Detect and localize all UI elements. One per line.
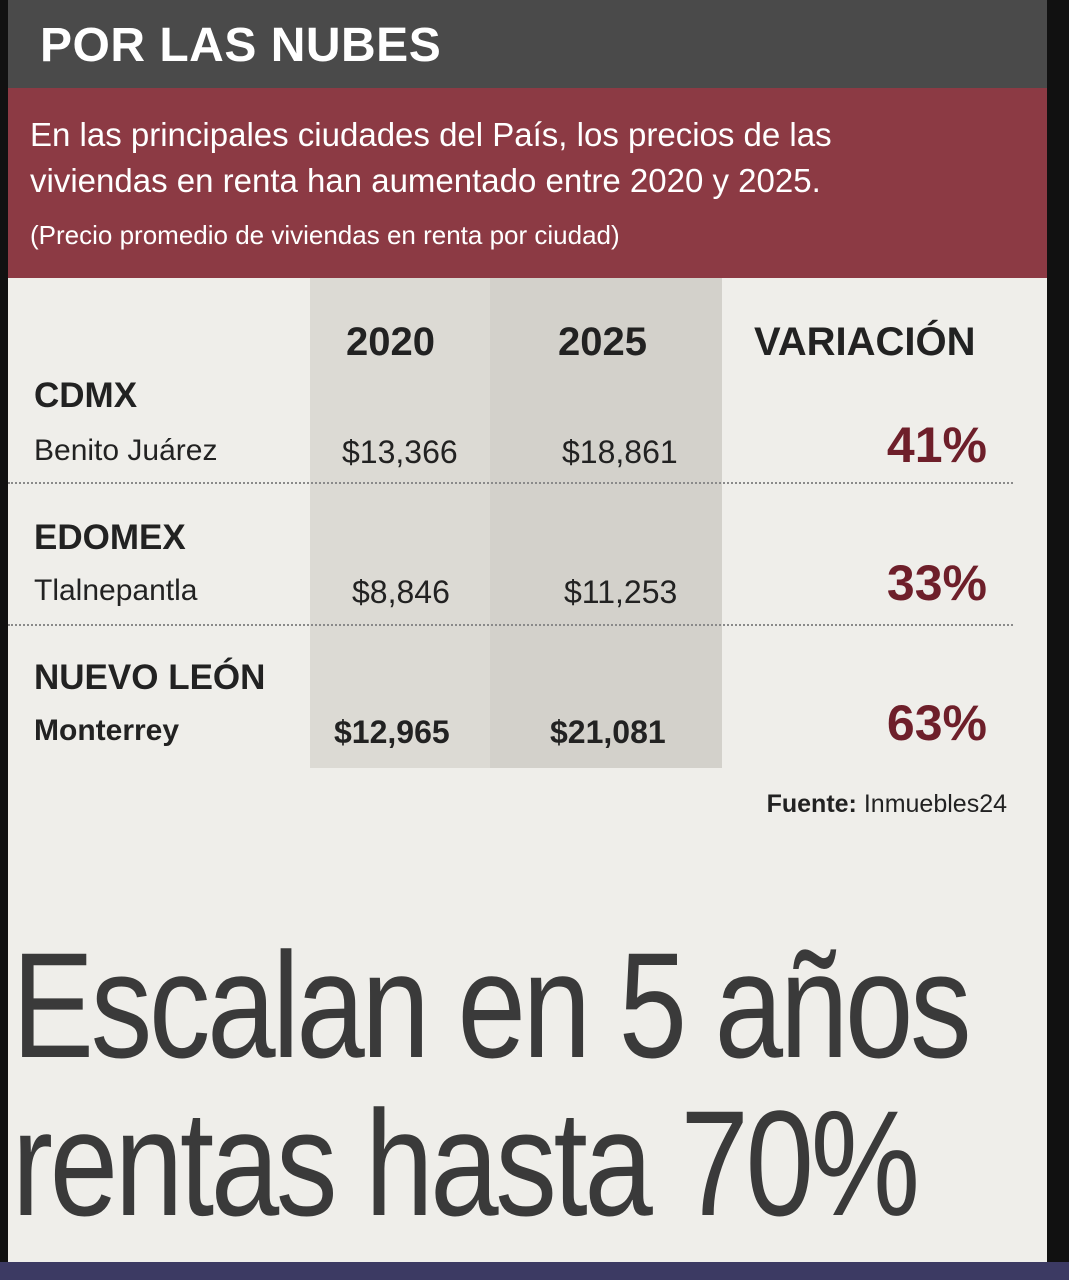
row-2-value-2025: $11,253	[564, 574, 678, 610]
column-shade-2025	[490, 278, 722, 768]
scan-border-right	[1047, 0, 1069, 1262]
header-variation: VARIACIÓN	[754, 320, 976, 364]
subhead-note: (Precio promedio de viviendas en renta p…	[30, 220, 620, 250]
source-credit: Fuente: Inmuebles24	[767, 790, 1007, 819]
row-divider	[8, 482, 1013, 484]
row-1-state: CDMX	[34, 376, 138, 415]
rent-table: 2020 2025 VARIACIÓN CDMX Benito Juárez $…	[8, 278, 1047, 768]
headline-line-1: Escalan en 5 años	[12, 921, 972, 1089]
row-2-state: EDOMEX	[34, 518, 186, 557]
row-1-value-2020: $13,366	[342, 434, 458, 470]
header-2025: 2025	[558, 320, 647, 364]
row-3-city: Monterrey	[34, 714, 180, 747]
scan-border-left	[0, 0, 8, 1262]
subhead-line-2: viviendas en renta han aumentado entre 2…	[30, 162, 821, 199]
row-1-variation: 41%	[886, 417, 987, 473]
source-label: Fuente:	[766, 790, 857, 818]
row-1-city: Benito Juárez	[34, 434, 218, 467]
row-3-value-2025: $21,081	[550, 714, 666, 750]
bottom-bar	[0, 1262, 1069, 1280]
column-shade-2020	[310, 278, 490, 768]
source-value: Inmuebles24	[863, 790, 1007, 818]
subhead-line-1: En las principales ciudades del País, lo…	[30, 116, 832, 153]
header-2020: 2020	[346, 320, 435, 364]
headline-line-2: rentas hasta 70%	[12, 1079, 920, 1247]
row-3-variation: 63%	[886, 695, 987, 751]
infographic-banner: POR LAS NUBES	[8, 0, 1047, 88]
banner-title: POR LAS NUBES	[40, 19, 442, 72]
row-2-variation: 33%	[886, 555, 987, 611]
row-2-city: Tlalnepantla	[34, 574, 198, 607]
row-3-value-2020: $12,965	[334, 714, 450, 750]
row-2-value-2020: $8,846	[352, 574, 450, 610]
row-divider	[8, 624, 1013, 626]
infographic-subhead: En las principales ciudades del País, lo…	[8, 88, 1047, 278]
row-1-value-2025: $18,861	[562, 434, 678, 470]
row-3-state: NUEVO LEÓN	[34, 658, 266, 697]
